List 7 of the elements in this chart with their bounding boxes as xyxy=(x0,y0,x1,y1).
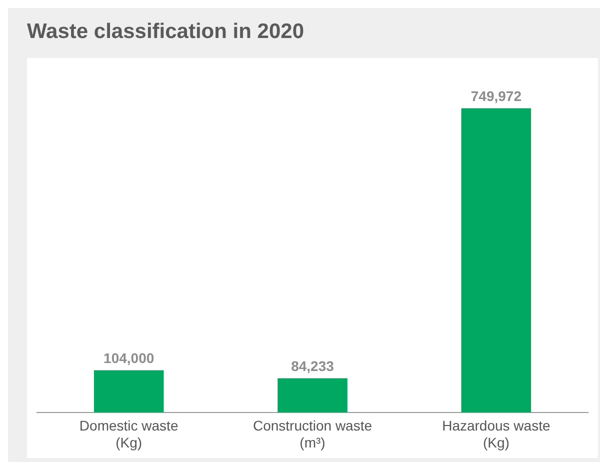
data-label: 84,233 xyxy=(291,358,334,374)
x-tick-label: Construction waste (m³) xyxy=(252,418,372,450)
data-label: 104,000 xyxy=(104,350,154,366)
x-tick-label: Hazardous waste (Kg) xyxy=(442,418,550,450)
data-label: 749,972 xyxy=(470,88,522,104)
chart-title: Waste classification in 2020 xyxy=(27,20,304,44)
x-tick-label: Domestic waste (Kg) xyxy=(79,418,178,450)
